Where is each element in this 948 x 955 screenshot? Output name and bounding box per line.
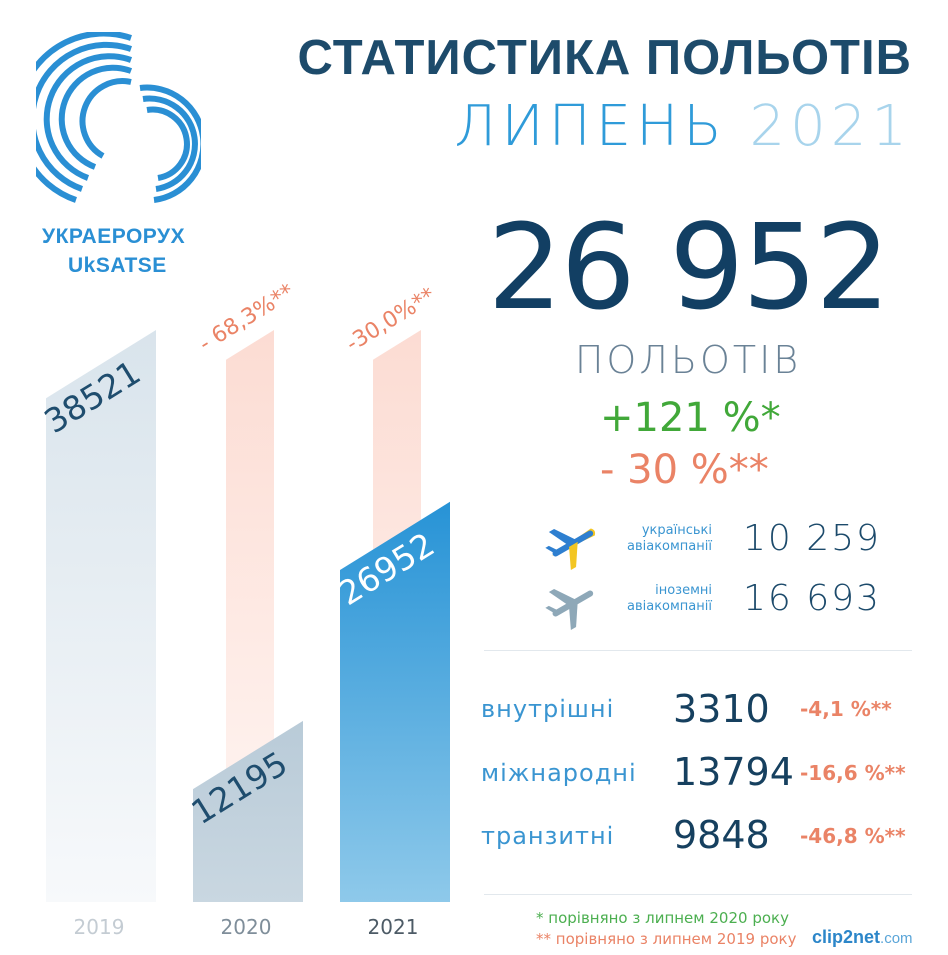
month-label: ЛИПЕНЬ bbox=[454, 94, 727, 159]
x-tick-label: 2019 bbox=[73, 915, 125, 939]
watermark: clip2net.com bbox=[812, 927, 913, 948]
row-value-international: 13794 bbox=[673, 750, 794, 794]
year-label: 2021 bbox=[749, 94, 912, 159]
divider bbox=[484, 894, 912, 895]
x-tick-label: 2021 bbox=[367, 915, 419, 939]
airplane-grey-icon bbox=[545, 588, 594, 631]
airline-label-line: авіакомпанії bbox=[626, 599, 712, 614]
airline-label-foreign: іноземні авіакомпанії bbox=[552, 583, 712, 615]
bar-2019 bbox=[46, 330, 156, 902]
footnote-1: * порівняно з липнем 2020 року bbox=[536, 909, 789, 927]
airplane-ukraine-flag-icon bbox=[545, 528, 596, 571]
bar-2020 bbox=[193, 720, 303, 902]
bar-chart bbox=[46, 330, 450, 902]
row-change-domestic: -4,1 %** bbox=[800, 697, 892, 721]
page-title: СТАТИСТИКА ПОЛЬОТІВ bbox=[297, 31, 912, 85]
watermark-domain: .com bbox=[880, 930, 913, 947]
row-value-transit: 9848 bbox=[673, 813, 770, 857]
logo-name-ua: УКРАЕРОРУХ bbox=[42, 225, 186, 248]
watermark-text: clip2net bbox=[812, 927, 881, 947]
bar-2021 bbox=[340, 501, 450, 902]
divider bbox=[484, 650, 912, 651]
row-change-transit: -46,8 %** bbox=[800, 824, 906, 848]
airline-label-line: авіакомпанії bbox=[626, 539, 712, 554]
airline-label-line: українські bbox=[641, 523, 712, 538]
row-change-international: -16,6 %** bbox=[800, 761, 906, 785]
logo-name-en: UkSATSE bbox=[68, 254, 167, 277]
change-vs-2019: - 30 %** bbox=[600, 447, 769, 493]
reference-bar-2020 bbox=[226, 330, 274, 862]
row-value-domestic: 3310 bbox=[673, 687, 770, 731]
airline-label-ukrainian: українські авіакомпанії bbox=[552, 523, 712, 555]
airline-value-ukrainian: 10 259 bbox=[743, 518, 881, 559]
change-vs-2020: +121 %* bbox=[600, 395, 781, 441]
footnote-2: ** порівняно з липнем 2019 року bbox=[536, 930, 797, 948]
row-label-domestic: внутрішні bbox=[481, 695, 615, 723]
row-label-international: міжнародні bbox=[481, 759, 637, 787]
total-flights-label: ПОЛЬОТІВ bbox=[574, 338, 802, 382]
row-label-transit: транзитні bbox=[481, 822, 615, 850]
page-subtitle: ЛИПЕНЬ 2021 bbox=[380, 94, 912, 159]
airline-value-foreign: 16 693 bbox=[743, 578, 881, 619]
airline-label-line: іноземні bbox=[655, 583, 712, 598]
total-flights-value: 26 952 bbox=[487, 198, 891, 336]
uksatse-logo-icon bbox=[36, 32, 201, 203]
x-tick-label: 2020 bbox=[220, 915, 272, 939]
